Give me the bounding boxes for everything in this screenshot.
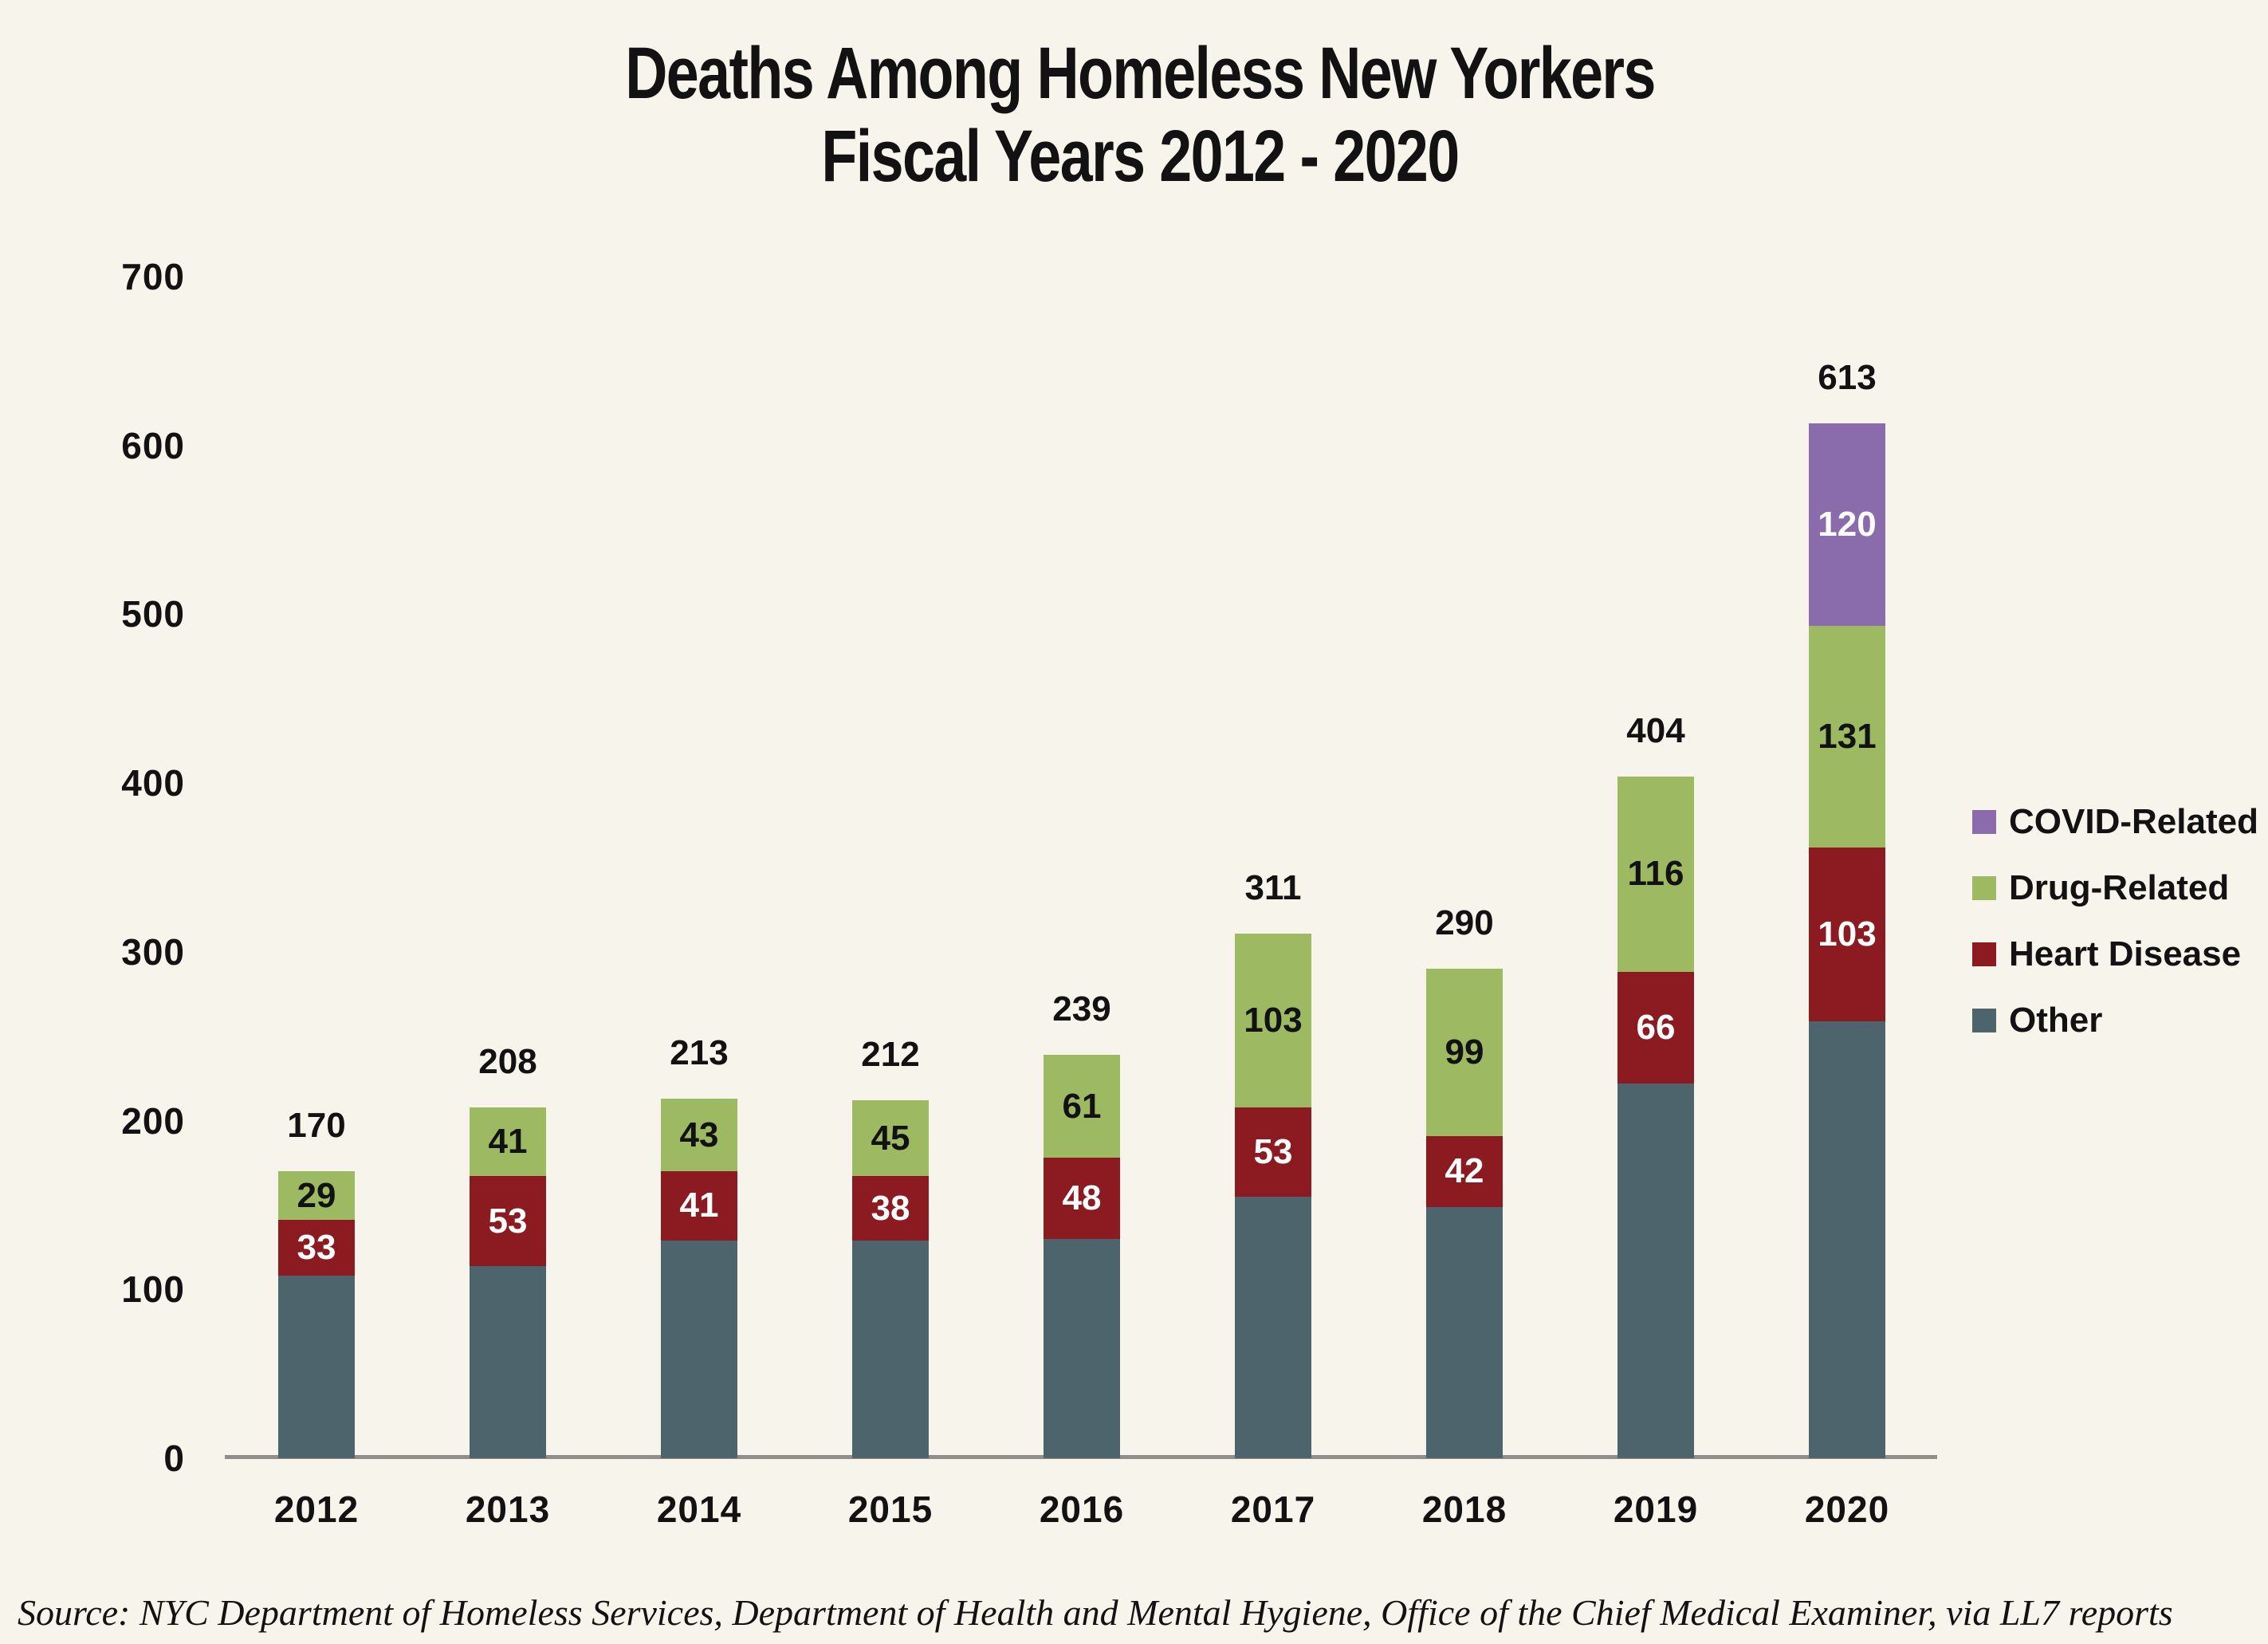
bar-segment-drug-related-2017 xyxy=(1235,933,1311,1107)
x-axis-label-2018: 2018 xyxy=(1421,1489,1507,1530)
x-axis-label-2014: 2014 xyxy=(656,1489,742,1530)
bar-segment-other-2019 xyxy=(1617,1084,1694,1458)
segment-value-label-drug-related-2014: 43 xyxy=(679,1115,719,1154)
bar-segment-drug-related-2019 xyxy=(1617,776,1694,973)
y-axis-tick-label: 700 xyxy=(121,256,185,298)
segment-value-label-drug-related-2020: 131 xyxy=(1818,716,1877,756)
legend-swatch-covid-related xyxy=(1972,810,1996,834)
segment-value-label-drug-related-2012: 29 xyxy=(297,1175,336,1215)
segment-value-label-heart-disease-2015: 38 xyxy=(871,1188,910,1228)
chart-subtitle: Fiscal Years 2012 - 2020 xyxy=(821,116,1460,197)
bar-segment-other-2017 xyxy=(1235,1196,1311,1458)
bar-segment-other-2015 xyxy=(852,1240,929,1458)
x-axis-label-2019: 2019 xyxy=(1613,1489,1699,1530)
segment-value-label-covid-related-2020: 120 xyxy=(1818,505,1877,545)
bar-segment-heart-disease-2012 xyxy=(278,1220,355,1276)
bar-segment-other-2014 xyxy=(661,1240,737,1458)
bar-segment-drug-related-2018 xyxy=(1426,969,1503,1136)
segment-value-label-drug-related-2015: 45 xyxy=(871,1118,910,1158)
segment-value-label-heart-disease-2019: 66 xyxy=(1636,1008,1676,1048)
legend-label-drug-related: Drug-Related xyxy=(2009,868,2230,907)
bar-segment-drug-related-2020 xyxy=(1809,626,1885,848)
bar-total-label-2012: 170 xyxy=(287,1106,346,1146)
segment-value-label-heart-disease-2013: 53 xyxy=(488,1201,528,1241)
bar-segment-drug-related-2016 xyxy=(1044,1055,1120,1158)
legend-swatch-drug-related xyxy=(1972,876,1996,900)
segment-value-label-drug-related-2017: 103 xyxy=(1244,1000,1303,1040)
x-axis-label-2020: 2020 xyxy=(1804,1489,1890,1530)
y-axis-tick-label: 0 xyxy=(163,1438,185,1479)
segment-value-label-heart-disease-2017: 53 xyxy=(1253,1131,1293,1171)
bar-segment-other-2020 xyxy=(1809,1021,1885,1458)
bar-total-label-2017: 311 xyxy=(1244,867,1302,907)
bar-total-label-2014: 213 xyxy=(670,1033,729,1073)
segment-value-label-drug-related-2016: 61 xyxy=(1062,1086,1102,1126)
bar-segment-heart-disease-2019 xyxy=(1617,972,1694,1084)
legend-label-heart-disease: Heart Disease xyxy=(2009,934,2242,973)
bar-segment-heart-disease-2020 xyxy=(1809,847,1885,1021)
bar-segment-drug-related-2015 xyxy=(852,1100,929,1177)
source-note: Source: NYC Department of Homeless Servi… xyxy=(18,1592,2173,1633)
bar-total-label-2018: 290 xyxy=(1435,903,1494,943)
x-axis-label-2012: 2012 xyxy=(273,1489,360,1530)
bar-total-label-2019: 404 xyxy=(1626,710,1685,750)
bar-total-label-2020: 613 xyxy=(1818,358,1877,398)
x-axis-label-2017: 2017 xyxy=(1230,1489,1316,1530)
legend-swatch-heart-disease xyxy=(1972,942,1996,966)
segment-value-label-heart-disease-2012: 33 xyxy=(297,1228,336,1268)
x-axis-label-2013: 2013 xyxy=(465,1489,551,1530)
y-axis-tick-label: 100 xyxy=(121,1268,185,1311)
legend-swatch-other xyxy=(1972,1009,1996,1032)
chart-title: Deaths Among Homeless New Yorkers xyxy=(625,33,1656,114)
chart-title-block: Deaths Among Homeless New Yorkers Fiscal… xyxy=(233,32,2047,198)
y-axis-tick-label: 200 xyxy=(121,1099,185,1142)
bar-segment-other-2013 xyxy=(470,1265,546,1458)
bar-segment-heart-disease-2013 xyxy=(470,1176,546,1266)
y-axis-tick-label: 300 xyxy=(121,930,185,973)
bar-segment-heart-disease-2018 xyxy=(1426,1135,1503,1207)
segment-value-label-drug-related-2018: 99 xyxy=(1445,1032,1484,1072)
bar-segment-drug-related-2014 xyxy=(661,1099,737,1172)
bar-total-label-2013: 208 xyxy=(478,1041,537,1081)
bar-total-label-2016: 239 xyxy=(1052,989,1111,1028)
bar-segment-heart-disease-2014 xyxy=(661,1171,737,1241)
bar-segment-heart-disease-2016 xyxy=(1044,1158,1120,1239)
y-axis-tick-label: 500 xyxy=(121,593,185,635)
x-axis-label-2015: 2015 xyxy=(847,1489,934,1530)
bar-segment-drug-related-2012 xyxy=(278,1171,355,1221)
bar-segment-covid-related-2020 xyxy=(1809,423,1885,627)
segment-value-label-heart-disease-2018: 42 xyxy=(1445,1151,1484,1191)
legend-label-other: Other xyxy=(2009,1001,2103,1040)
segment-value-label-drug-related-2019: 116 xyxy=(1627,854,1684,894)
y-axis-tick-label: 400 xyxy=(121,762,185,804)
bar-segment-drug-related-2013 xyxy=(470,1107,546,1177)
bar-segment-heart-disease-2017 xyxy=(1235,1107,1311,1197)
bar-total-label-2015: 212 xyxy=(861,1035,920,1075)
bar-segment-other-2018 xyxy=(1426,1206,1503,1458)
segment-value-label-heart-disease-2014: 41 xyxy=(679,1186,719,1225)
x-axis-label-2016: 2016 xyxy=(1039,1489,1125,1530)
segment-value-label-drug-related-2013: 41 xyxy=(488,1122,528,1162)
segment-value-label-heart-disease-2016: 48 xyxy=(1062,1178,1102,1217)
bar-segment-heart-disease-2015 xyxy=(852,1176,929,1241)
y-axis-tick-label: 600 xyxy=(121,424,185,466)
bar-segment-other-2012 xyxy=(278,1276,355,1458)
legend-label-covid-related: COVID-Related xyxy=(2009,802,2258,841)
bar-segment-other-2016 xyxy=(1044,1238,1120,1458)
segment-value-label-heart-disease-2020: 103 xyxy=(1818,914,1877,954)
